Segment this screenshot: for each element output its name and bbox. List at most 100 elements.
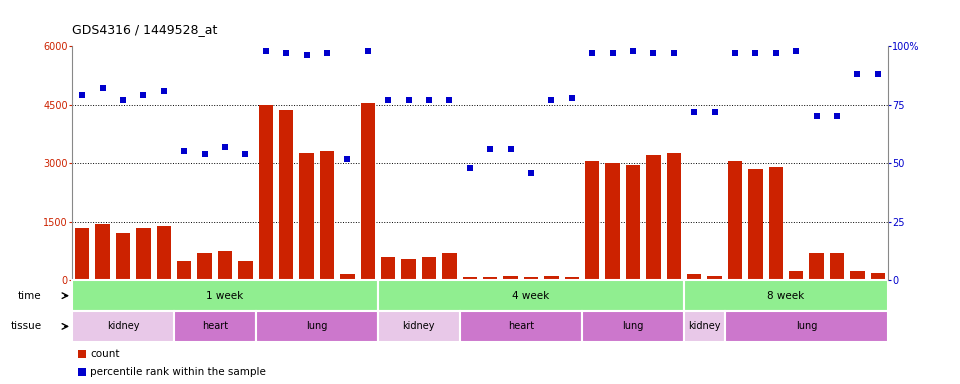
Bar: [95, 224, 109, 280]
Bar: [626, 165, 640, 280]
Point: [809, 113, 825, 119]
Point: [585, 50, 600, 56]
Bar: [136, 228, 151, 280]
Bar: [725, 311, 888, 342]
Point: [380, 97, 396, 103]
Point: [177, 149, 192, 155]
Point: [421, 97, 437, 103]
Bar: [401, 259, 416, 280]
Point: [462, 165, 477, 171]
Bar: [524, 277, 539, 280]
Bar: [809, 253, 824, 280]
Text: tissue: tissue: [11, 321, 41, 331]
Point: [156, 88, 172, 94]
Bar: [218, 251, 232, 280]
Bar: [585, 161, 599, 280]
Point: [605, 50, 620, 56]
Bar: [789, 271, 804, 280]
Bar: [320, 152, 334, 280]
Text: lung: lung: [796, 321, 817, 331]
Text: lung: lung: [306, 321, 327, 331]
Bar: [769, 167, 783, 280]
Bar: [582, 311, 684, 342]
Text: lung: lung: [622, 321, 644, 331]
Bar: [483, 277, 497, 280]
Point: [75, 92, 90, 98]
Bar: [238, 261, 252, 280]
Point: [748, 50, 763, 56]
Bar: [75, 228, 89, 280]
Bar: [156, 226, 171, 280]
Point: [135, 92, 151, 98]
Bar: [340, 275, 354, 280]
Bar: [748, 169, 762, 280]
Point: [320, 50, 335, 56]
Text: heart: heart: [508, 321, 534, 331]
Point: [503, 146, 518, 152]
Bar: [421, 257, 436, 280]
Point: [217, 144, 232, 150]
Bar: [460, 311, 582, 342]
Text: percentile rank within the sample: percentile rank within the sample: [90, 367, 266, 377]
Point: [562, 286, 577, 292]
Point: [543, 97, 559, 103]
Bar: [503, 276, 517, 280]
Bar: [361, 103, 375, 280]
Bar: [646, 156, 660, 280]
Bar: [728, 161, 742, 280]
Text: kidney: kidney: [107, 321, 139, 331]
Bar: [116, 233, 131, 280]
Point: [523, 169, 539, 175]
Bar: [829, 253, 844, 280]
Text: time: time: [18, 291, 41, 301]
Point: [360, 48, 375, 54]
Text: heart: heart: [202, 321, 228, 331]
Text: GDS4316 / 1449528_at: GDS4316 / 1449528_at: [72, 23, 217, 36]
Point: [666, 50, 682, 56]
Bar: [687, 275, 702, 280]
Bar: [378, 311, 460, 342]
Point: [728, 50, 743, 56]
Bar: [463, 277, 477, 280]
Bar: [708, 276, 722, 280]
Text: count: count: [90, 349, 119, 359]
Point: [442, 97, 457, 103]
Text: kidney: kidney: [402, 321, 435, 331]
Bar: [174, 311, 255, 342]
Text: kidney: kidney: [688, 321, 721, 331]
Point: [707, 109, 722, 115]
Bar: [564, 277, 579, 280]
Bar: [684, 280, 888, 311]
Bar: [72, 311, 174, 342]
Point: [768, 50, 783, 56]
Point: [829, 113, 845, 119]
Point: [646, 50, 661, 56]
Bar: [443, 253, 457, 280]
Point: [870, 71, 885, 77]
Bar: [72, 46, 888, 280]
Point: [483, 146, 498, 152]
Point: [850, 71, 865, 77]
Bar: [198, 253, 212, 280]
Bar: [300, 154, 314, 280]
Point: [238, 151, 253, 157]
Point: [278, 50, 294, 56]
Point: [562, 120, 577, 126]
Point: [686, 109, 702, 115]
Point: [564, 94, 580, 101]
Bar: [544, 276, 559, 280]
Point: [197, 151, 212, 157]
Point: [299, 52, 314, 58]
Bar: [666, 154, 681, 280]
Text: 8 week: 8 week: [767, 291, 804, 301]
Point: [788, 48, 804, 54]
Bar: [378, 280, 684, 311]
Point: [625, 48, 640, 54]
Bar: [255, 311, 378, 342]
Text: 4 week: 4 week: [513, 291, 550, 301]
Point: [401, 97, 417, 103]
Bar: [684, 311, 725, 342]
Bar: [72, 280, 378, 311]
Bar: [177, 261, 191, 280]
Text: 1 week: 1 week: [206, 291, 244, 301]
